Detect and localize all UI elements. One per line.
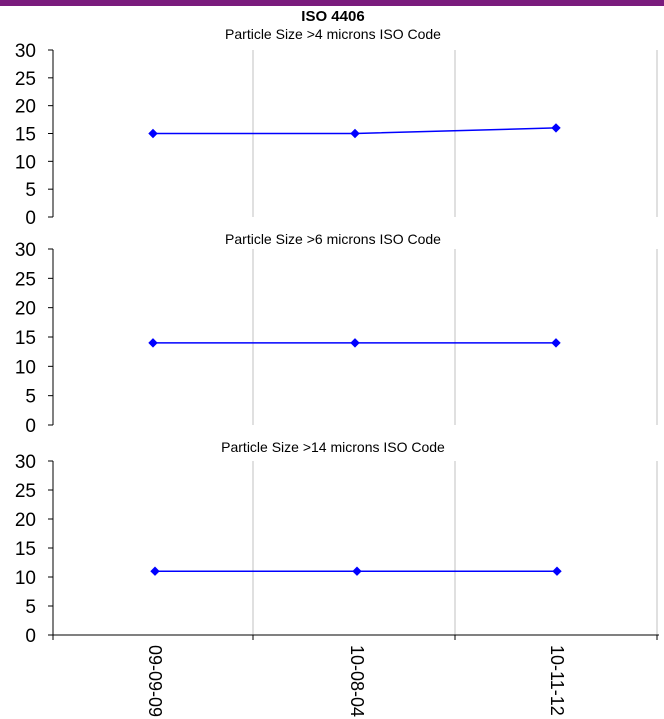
data-point-marker [350,128,360,139]
data-point-marker [150,566,160,576]
y-tick-label: 20 [15,97,36,118]
data-point-marker [352,566,362,576]
top-accent-bar [0,0,664,6]
y-tick-label: 30 [15,240,36,261]
y-tick-label: 25 [15,481,36,502]
y-tick-label: 25 [15,69,36,90]
y-tick-label: 25 [15,269,36,290]
x-tick-label: 10-11-12 [547,645,567,716]
chart-main-title: ISO 4406 [301,8,364,25]
y-tick-label: 5 [25,597,36,618]
y-tick-label: 0 [25,208,36,229]
y-tick-label: 30 [15,452,36,473]
y-tick-label: 10 [15,152,36,173]
panel-subtitle: Particle Size >14 microns ISO Code [221,439,445,455]
data-point-marker [552,566,562,576]
y-tick-label: 10 [15,568,36,589]
panel-subtitle: Particle Size >4 microns ISO Code [225,26,441,42]
y-tick-label: 20 [15,510,36,531]
y-tick-label: 30 [15,41,36,62]
chart-panel-2: Particle Size >6 microns ISO Code 0 5 10 15 2… [15,231,658,437]
chart-panel-3: Particle Size >14 microns ISO Code 0 5 10 15… [15,439,659,647]
y-tick-label: 15 [15,328,36,349]
y-tick-label: 5 [25,180,36,201]
x-tick-label: 10-08-04 [347,645,367,717]
data-point-marker [551,123,561,133]
y-tick-label: 20 [15,299,36,320]
data-point-marker [350,338,360,348]
y-tick-label: 15 [15,125,36,146]
panel-subtitle: Particle Size >6 microns ISO Code [225,231,441,247]
y-tick-label: 15 [15,539,36,560]
data-point-marker [148,338,158,348]
data-point-marker [148,128,158,139]
x-tick-label: 09-09-09 [145,645,165,717]
chart-panels: Particle Size >4 microns ISO Code 0 5 10 15 2… [15,26,659,647]
chart-panel-1: Particle Size >4 microns ISO Code 0 5 10 15 2… [15,26,658,229]
y-tick-label: 10 [15,357,36,378]
y-tick-label: 0 [25,416,36,437]
y-tick-label: 0 [25,626,36,647]
data-point-marker [551,338,561,348]
x-axis-labels: 09-09-09 10-08-04 10-11-12 [145,645,567,717]
y-tick-label: 5 [25,387,36,408]
